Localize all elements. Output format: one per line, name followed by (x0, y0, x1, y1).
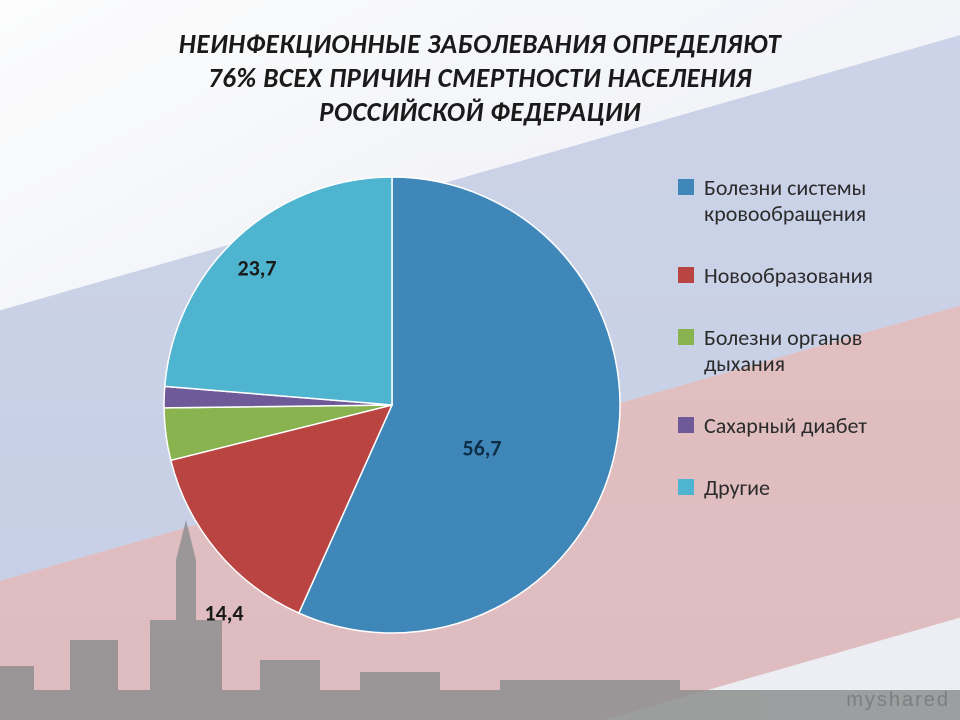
legend-swatch (678, 267, 694, 283)
title-line-1: НЕИНФЕКЦИОННЫЕ ЗАБОЛЕВАНИЯ ОПРЕДЕЛЯЮТ (179, 28, 781, 61)
pie-value-label: 23,7 (237, 254, 276, 281)
legend-item: Новообразования (678, 263, 938, 289)
legend-item: Другие (678, 475, 938, 501)
title-line-3: РОССИЙСКОЙ ФЕДЕРАЦИИ (319, 96, 641, 129)
title-line-2: 76% ВСЕХ ПРИЧИН СМЕРТНОСТИ НАСЕЛЕНИЯ (208, 62, 752, 95)
legend-label: Болезни системы кровообращения (704, 175, 938, 227)
slide-title: НЕИНФЕКЦИОННЫЕ ЗАБОЛЕВАНИЯ ОПРЕДЕЛЯЮТ 76… (0, 28, 960, 129)
legend-swatch (678, 417, 694, 433)
legend-label: Новообразования (704, 263, 873, 289)
legend-swatch (678, 179, 694, 195)
pie-value-label: 56,7 (462, 434, 501, 461)
legend-item: Болезни системы кровообращения (678, 175, 938, 227)
legend-label: Другие (704, 475, 770, 501)
pie-value-label: 14,4 (204, 599, 243, 626)
legend-item: Сахарный диабет (678, 413, 938, 439)
legend: Болезни системы кровообращения Новообразо… (678, 175, 938, 537)
legend-swatch (678, 329, 694, 345)
legend-item: Болезни органов дыхания (678, 325, 938, 377)
legend-swatch (678, 479, 694, 495)
legend-label: Сахарный диабет (704, 413, 867, 439)
watermark: myshared (846, 689, 950, 712)
pie-slice (165, 177, 392, 405)
legend-label: Болезни органов дыхания (704, 325, 938, 377)
pie-chart: 56,714,43,71,523,7 (140, 170, 680, 675)
